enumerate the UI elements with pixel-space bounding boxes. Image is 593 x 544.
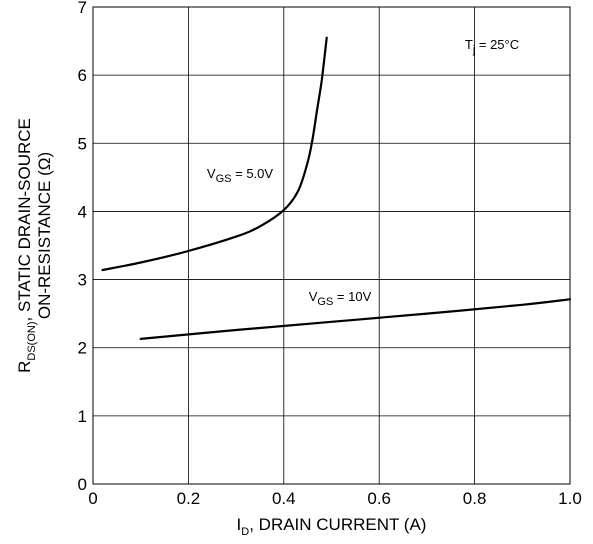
x-tick-labels: 0 0.2 0.4 0.6 0.8 1.0: [88, 489, 582, 508]
series-line-vgs-5v: [101, 36, 328, 272]
y-tick-labels: 0 1 2 3 4 5 6 7: [78, 0, 87, 494]
y-tick-label: 4: [78, 202, 87, 221]
x-tick-label: 0: [88, 489, 97, 508]
x-tick-label: 0.8: [463, 489, 487, 508]
y-tick-label: 2: [78, 339, 87, 358]
y-axis-label: RDS(ON), STATIC DRAIN-SOURCE ON-RESISTAN…: [15, 118, 54, 373]
x-tick-label: 0.2: [177, 489, 201, 508]
plot-frame: [92, 6, 571, 485]
y-tick-label: 6: [78, 66, 87, 85]
y-axis-label-line1: RDS(ON), STATIC DRAIN-SOURCE: [15, 118, 38, 373]
x-axis-label: ID, DRAIN CURRENT (A): [237, 515, 427, 538]
x-tick-label: 0.6: [367, 489, 391, 508]
junction-temperature-annotation: Tj = 25°C: [465, 37, 519, 56]
y-axis-label-line2: ON-RESISTANCE (Ω): [35, 152, 54, 319]
series-label-vgs-5v: VGS = 5.0V: [207, 166, 273, 185]
grid: [92, 6, 571, 485]
x-tick-label: 0.4: [272, 489, 296, 508]
series-label-vgs-10v: VGS = 10V: [309, 289, 372, 308]
series-line-vgs-10v: [139, 298, 572, 340]
y-tick-label: 0: [78, 475, 87, 494]
y-tick-label: 3: [78, 271, 87, 290]
y-tick-label: 1: [78, 407, 87, 426]
y-tick-label: 5: [78, 134, 87, 153]
series-curves: [101, 36, 572, 340]
y-tick-label: 7: [78, 0, 87, 17]
x-tick-label: 1.0: [558, 489, 582, 508]
